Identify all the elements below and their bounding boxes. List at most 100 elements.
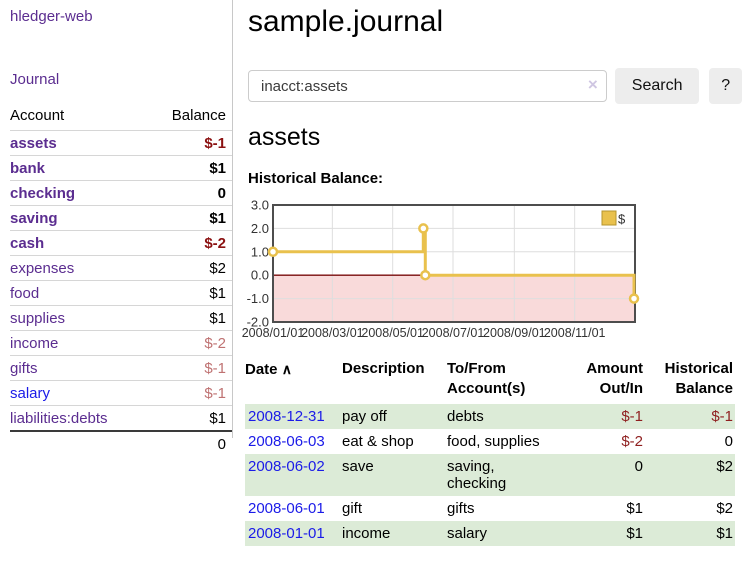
data-point-marker: [628, 293, 640, 304]
register-header-description: Description: [342, 360, 425, 377]
transaction-date-cell: 2008-12-31: [245, 404, 342, 429]
account-balance: $-1: [147, 355, 232, 381]
account-link-checking[interactable]: checking: [10, 185, 76, 202]
account-row: gifts $-1: [10, 355, 232, 381]
account-row: bank $1: [10, 155, 232, 181]
transaction-balance: $2: [716, 458, 733, 475]
account-row: saving $1: [10, 205, 232, 231]
account-balance: $1: [147, 280, 232, 306]
sort-ascending-icon: ∧: [281, 361, 292, 377]
transaction-balance: $-1: [711, 408, 733, 425]
transaction-balance: $1: [716, 525, 733, 542]
search-button[interactable]: Search: [614, 68, 700, 104]
account-balance: 0: [147, 180, 232, 206]
accounts-header-account: Account: [10, 107, 65, 124]
account-link-liabilities-debts[interactable]: liabilities:debts: [10, 410, 108, 427]
transaction-description: eat & shop: [342, 433, 414, 450]
account-balance: $-2: [147, 330, 232, 356]
transaction-row: 2008-12-31 pay off debts $-1 $-1: [245, 404, 735, 429]
account-name-cell: liabilities:debts: [10, 405, 148, 431]
brand-link[interactable]: hledger-web: [10, 8, 93, 25]
y-axis-tick-label: 3.0: [251, 200, 269, 213]
sidebar: hledger-web Journal Account Balance asse…: [0, 0, 233, 456]
transaction-date-cell: 2008-06-01: [245, 496, 342, 521]
chart-border: [272, 204, 636, 323]
account-link-supplies[interactable]: supplies: [10, 310, 66, 327]
transaction-amount: $1: [626, 525, 643, 542]
transaction-date-link[interactable]: 2008-12-31: [248, 408, 325, 425]
accounts-total-row: 0: [10, 430, 232, 456]
y-axis-tick-label: 0.0: [251, 268, 269, 283]
account-row: supplies $1: [10, 305, 232, 331]
y-axis-tick-label: 1.0: [251, 244, 269, 259]
transaction-amount: $-1: [621, 408, 643, 425]
search-input[interactable]: [248, 70, 607, 102]
transaction-date-link[interactable]: 2008-01-01: [248, 525, 325, 542]
account-row: assets $-1: [10, 130, 232, 156]
account-link-salary[interactable]: salary: [10, 385, 51, 402]
account-balance: $1: [147, 305, 232, 331]
account-name-cell: supplies: [10, 305, 148, 331]
search-input-wrap: ×: [248, 70, 607, 102]
account-name-cell: expenses: [10, 255, 148, 281]
account-link-assets[interactable]: assets: [10, 135, 57, 152]
help-button[interactable]: ?: [709, 68, 742, 104]
data-point-marker: [267, 246, 279, 258]
transaction-accounts: salary: [447, 525, 488, 542]
transaction-date-link[interactable]: 2008-06-02: [248, 458, 325, 475]
clear-search-icon[interactable]: ×: [587, 75, 598, 94]
account-link-income[interactable]: income: [10, 335, 59, 352]
account-link-saving[interactable]: saving: [10, 210, 58, 227]
account-name-cell: income: [10, 330, 148, 356]
account-name-cell: gifts: [10, 355, 148, 381]
account-row: liabilities:debts $1: [10, 405, 232, 431]
register-header-amount: Amount Out/In: [586, 360, 643, 397]
account-name-cell: assets: [10, 130, 148, 156]
main-content: sample.journal × Search ? assets Histori…: [242, 0, 742, 546]
account-link-bank[interactable]: bank: [10, 160, 46, 177]
accounts-total-value: 0: [147, 430, 232, 456]
register-header-date[interactable]: Date ∧: [245, 357, 342, 404]
account-link-food[interactable]: food: [10, 285, 40, 302]
account-row: expenses $2: [10, 255, 232, 281]
transaction-accounts: debts: [447, 408, 484, 425]
account-balance: $1: [147, 405, 232, 431]
account-name-cell: salary: [10, 380, 148, 406]
transaction-date-link[interactable]: 2008-06-03: [248, 433, 325, 450]
transaction-description: gift: [342, 500, 363, 517]
transaction-description: save: [342, 458, 374, 475]
y-axis-tick-label: -2.0: [247, 315, 269, 330]
transaction-row: 2008-06-01 gift gifts $1 $2: [245, 496, 735, 521]
account-row: income $-2: [10, 330, 232, 356]
sidebar-item-journal[interactable]: Journal: [10, 71, 60, 88]
x-axis-tick-label: 2008/05/01: [361, 326, 424, 340]
x-axis-tick-label: 2008/11/01: [544, 326, 606, 340]
transaction-accounts: gifts: [447, 500, 475, 517]
account-link-cash[interactable]: cash: [10, 235, 45, 252]
register-header-balance: Historical Balance: [664, 360, 733, 397]
date-header-label: Date: [245, 361, 278, 378]
transaction-date-cell: 2008-01-01: [245, 521, 342, 546]
x-axis-tick-label: 2008/07/01: [422, 326, 485, 340]
historical-balance-chart: 3.0 2.0 1.0 0.0 -1.0 -2.02008/01/012008/03/01…: [242, 200, 640, 340]
transaction-date-link[interactable]: 2008-06-01: [248, 500, 325, 517]
transaction-date-cell: 2008-06-03: [245, 429, 342, 454]
account-row: salary $-1: [10, 380, 232, 406]
account-balance: $-1: [147, 380, 232, 406]
search-bar: × Search ?: [248, 68, 742, 104]
transaction-accounts: food, supplies: [447, 433, 540, 450]
transaction-date-cell: 2008-06-02: [245, 454, 342, 496]
transaction-amount: $-2: [621, 433, 643, 450]
account-name-cell: bank: [10, 155, 148, 181]
account-row: checking 0: [10, 180, 232, 206]
data-point-marker: [418, 223, 429, 234]
transaction-balance: $2: [716, 500, 733, 517]
x-axis-tick-label: 2008/09/01: [483, 326, 546, 340]
account-link-gifts[interactable]: gifts: [10, 360, 38, 377]
account-balance: $2: [147, 255, 232, 281]
account-name-cell: cash: [10, 230, 148, 256]
transaction-description: pay off: [342, 408, 387, 425]
account-name-cell: food: [10, 280, 148, 306]
transaction-row: 2008-01-01 income salary $1 $1: [245, 521, 735, 546]
account-link-expenses[interactable]: expenses: [10, 260, 75, 277]
